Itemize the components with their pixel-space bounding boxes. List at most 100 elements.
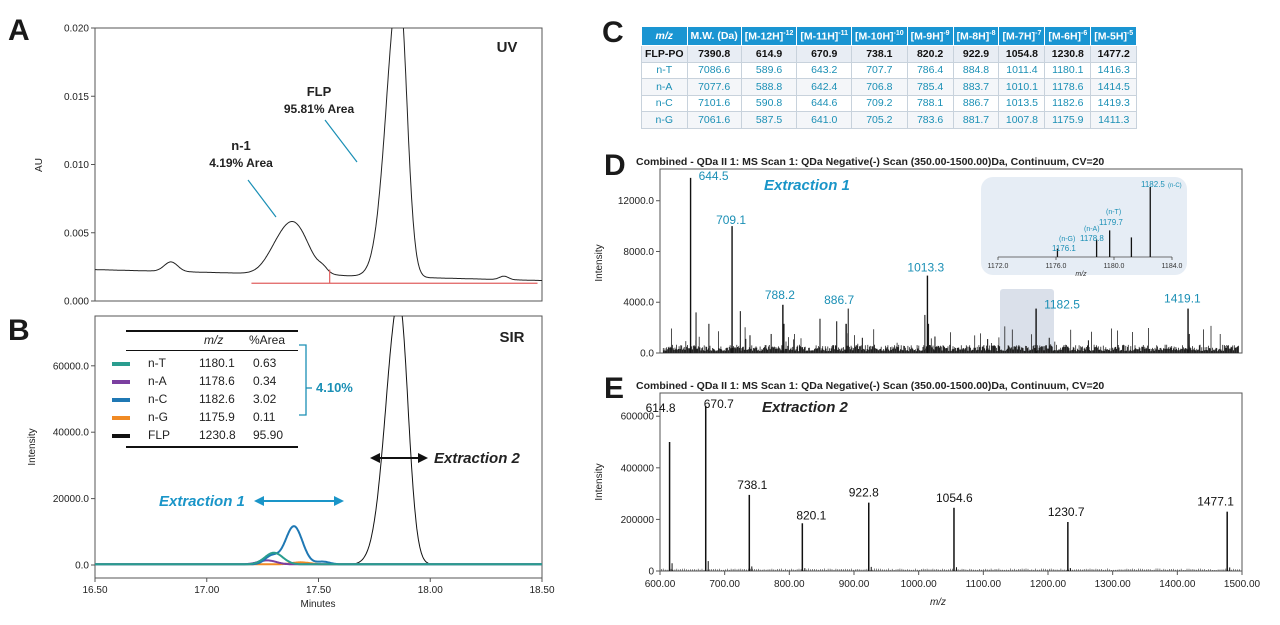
x-tick-label-b: 18.00 <box>418 585 443 596</box>
y-axis-label-e: Intensity <box>594 463 605 500</box>
table-cell: 738.1 <box>851 45 908 63</box>
y-tick-label-e: 200000 <box>621 515 655 526</box>
table-cell: 614.9 <box>740 45 798 63</box>
x-tick-label-b: 17.50 <box>306 585 331 596</box>
legend-mz: 1230.8 <box>199 428 236 442</box>
table-cell: 1007.8 <box>998 111 1046 129</box>
legend-name: n-G <box>148 410 169 424</box>
legend-name: n-C <box>148 392 168 406</box>
table-cell: 1182.6 <box>1044 94 1092 112</box>
panel-letter-c: C <box>602 16 624 49</box>
table-cell: 7086.6 <box>686 61 742 79</box>
legend-area: 3.02 <box>253 392 277 406</box>
table-header-cell: m/z <box>641 26 688 46</box>
table-cell: 1178.6 <box>1044 78 1092 96</box>
table-cell: 641.0 <box>796 111 853 129</box>
spectrum-d-peaks: 644.5 709.1 788.2 886.7 1013.3 1182.5 1419.1 <box>662 169 1239 353</box>
table-cell: 705.2 <box>851 111 908 129</box>
table-cell: 7061.6 <box>686 111 742 129</box>
table-header-cell: [M-6H]-6 <box>1044 26 1092 46</box>
table-cell: 881.7 <box>952 111 1000 129</box>
extraction-2-label: Extraction 2 <box>434 450 521 467</box>
x-tick-label-e: 1300.00 <box>1095 579 1132 590</box>
zoom-highlight-region <box>1000 289 1054 353</box>
table-cell: 706.8 <box>851 78 908 96</box>
table-cell: 642.4 <box>796 78 853 96</box>
table-cell: 1180.1 <box>1044 61 1092 79</box>
table-row: n-T 7086.6 589.6 643.2 707.7 786.4 884.8 1011.4… <box>641 61 1138 79</box>
inset-x-tick-label: 1184.0 <box>1162 263 1183 270</box>
uv-trace-group <box>95 28 542 284</box>
legend-mz: 1182.6 <box>199 392 235 406</box>
y-tick-label-d: 4000.0 <box>623 298 654 309</box>
spectrum-d-peak-label: 886.7 <box>824 293 854 307</box>
table-cell: 1230.8 <box>1044 45 1092 63</box>
inset-label-nt: (n-T) <box>1106 209 1121 216</box>
table-cell: n-T <box>641 61 688 79</box>
sir-trace-n-t <box>95 551 542 566</box>
table-cell: 644.6 <box>796 94 853 112</box>
panel-c-letter-holder: C <box>602 16 624 49</box>
inset-x-label: m/z <box>1075 271 1087 278</box>
inset-label-na: (n-A) <box>1084 226 1100 233</box>
table-cell: FLP-PO <box>641 45 688 63</box>
legend-area: 0.11 <box>253 410 276 424</box>
legend-swatch <box>112 416 130 420</box>
table-cell: n-G <box>641 111 688 129</box>
table-header-cell: [M-5H]-5 <box>1090 26 1138 46</box>
table-cell: 1010.1 <box>998 78 1046 96</box>
spectrum-e-peaks: 614.8 670.7 738.1 820.1 922.8 1054.6 1230.7 147… <box>646 397 1240 571</box>
y-axis-a: 0.020 0.015 0.010 0.005 0.000 <box>64 24 95 308</box>
n1-peak-area: 4.19% Area <box>209 156 273 170</box>
spectrum-e-noise <box>661 568 1240 571</box>
table-cell: 1011.4 <box>998 61 1046 79</box>
legend-swatch <box>112 434 130 438</box>
sir-trace-n-c <box>95 525 542 566</box>
sir-trace-group <box>95 316 542 566</box>
table-cell: 783.6 <box>906 111 954 129</box>
inset-value-na: 1178.8 <box>1080 234 1104 243</box>
uv-trace <box>95 28 542 281</box>
spectrum-d-peak-label: 709.1 <box>716 213 746 227</box>
table-cell: 886.7 <box>952 94 1000 112</box>
table-header-cell: [M-9H]-9 <box>906 26 954 46</box>
x-tick-label-e: 600.00 <box>645 579 676 590</box>
flp-peak-name: FLP <box>307 84 332 99</box>
spectrum-e-peak-label: 922.8 <box>849 486 879 500</box>
legend-row-n-a: n-A 1178.6 0.34 <box>112 373 298 391</box>
table-cell: 1054.8 <box>998 45 1046 63</box>
y-tick-label-e: 0 <box>648 567 654 578</box>
table-cell: 884.8 <box>952 61 1000 79</box>
legend-row-n-t: n-T 1180.1 0.63 <box>112 355 298 373</box>
table-cell: 590.8 <box>740 94 798 112</box>
legend-row-n-g: n-G 1175.9 0.11 <box>112 409 298 427</box>
n1-annotation-line <box>247 179 277 218</box>
legend-swatch <box>112 398 130 402</box>
y-tick-label-e: 600000 <box>621 412 655 423</box>
spectrum-d-peak-label: 1419.1 <box>1164 292 1201 306</box>
legend-header-area: %Area <box>249 333 286 347</box>
inset-value-nc: 1182.5 <box>1141 180 1165 189</box>
table-cell: 883.7 <box>952 78 1000 96</box>
legend-area: 95.90 <box>253 428 284 442</box>
table-row: n-C 7101.6 590.8 644.6 709.2 788.1 886.7 1013.5… <box>641 94 1138 112</box>
spectrum-e-peak-label: 738.1 <box>737 478 767 492</box>
inset-x-tick-label: 1172.0 <box>988 263 1009 270</box>
y-axis-d: 12000.0 8000.0 4000.0 0.0 <box>618 196 660 360</box>
spectrum-e-title: Combined - QDa II 1: MS Scan 1: QDa Nega… <box>636 380 1104 392</box>
panel-letter-d: D <box>604 149 626 182</box>
legend-area: 0.63 <box>253 356 277 370</box>
spectrum-d-extraction-label: Extraction 1 <box>764 177 850 194</box>
legend-header: m/z %Area <box>112 332 298 350</box>
legend-area: 0.34 <box>253 374 277 388</box>
axes-b: 60000.0 40000.0 20000.0 0.0 16.50 17.00 17.50 1… <box>53 361 555 596</box>
table-cell: 786.4 <box>906 61 954 79</box>
x-tick-label-e: 1400.00 <box>1159 579 1196 590</box>
table-cell: 7101.6 <box>686 94 742 112</box>
table-header-cell: [M-12H]-12 <box>740 26 798 46</box>
table-cell: n-A <box>641 78 688 96</box>
x-tick-label-e: 1100.00 <box>966 579 1002 590</box>
y-tick-label-a: 0.000 <box>64 297 89 308</box>
spectrum-d-noise <box>662 325 1239 353</box>
